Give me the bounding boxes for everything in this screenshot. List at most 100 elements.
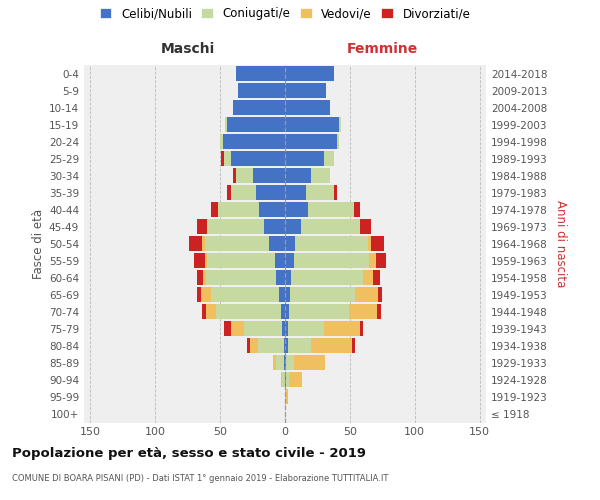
Bar (230, 185, 256, 200)
Text: Popolazione per età, sesso e stato civile - 2019: Popolazione per età, sesso e stato civil… (12, 448, 366, 460)
Bar (230, 151, 285, 166)
Bar (197, 288, 201, 302)
Bar (308, 202, 354, 217)
Bar (294, 254, 369, 268)
Bar (286, 372, 289, 388)
Bar (264, 219, 285, 234)
Bar (281, 372, 283, 388)
Bar (324, 322, 360, 336)
Bar (349, 304, 377, 320)
Bar (287, 338, 311, 353)
Bar (373, 270, 380, 285)
Bar (290, 288, 355, 302)
Bar (371, 236, 383, 251)
Bar (244, 322, 283, 336)
Bar (285, 151, 324, 166)
Bar (189, 236, 202, 251)
Text: Maschi: Maschi (161, 42, 215, 56)
Y-axis label: Anni di nascita: Anni di nascita (554, 200, 567, 288)
Bar (285, 168, 311, 183)
Bar (247, 338, 250, 353)
Bar (202, 236, 205, 251)
Bar (295, 236, 368, 251)
Bar (285, 117, 340, 132)
Y-axis label: Fasce di età: Fasce di età (32, 208, 45, 279)
Bar (377, 304, 381, 320)
Bar (207, 254, 275, 268)
Bar (286, 356, 294, 370)
Bar (284, 338, 285, 353)
Bar (202, 304, 206, 320)
Bar (276, 356, 284, 370)
Bar (283, 372, 285, 388)
Bar (206, 270, 276, 285)
Bar (376, 254, 386, 268)
Bar (285, 288, 290, 302)
Bar (283, 322, 285, 336)
Bar (369, 254, 376, 268)
Bar (285, 356, 286, 370)
Bar (207, 219, 264, 234)
Bar (285, 134, 337, 149)
Bar (301, 219, 360, 234)
Bar (278, 288, 285, 302)
Bar (227, 117, 285, 132)
Bar (236, 168, 253, 183)
Bar (294, 356, 325, 370)
Bar (292, 270, 363, 285)
Bar (354, 202, 360, 217)
Bar (355, 288, 379, 302)
Bar (221, 151, 224, 166)
Bar (218, 202, 259, 217)
Bar (205, 254, 207, 268)
Legend: Celibi/Nubili, Coniugati/e, Vedovi/e, Divorziati/e: Celibi/Nubili, Coniugati/e, Vedovi/e, Di… (97, 5, 473, 22)
Bar (274, 356, 276, 370)
Bar (285, 185, 306, 200)
Bar (203, 270, 206, 285)
Bar (205, 236, 269, 251)
Bar (253, 168, 285, 183)
Bar (287, 322, 324, 336)
Bar (285, 219, 301, 234)
Text: Femmine: Femmine (347, 42, 418, 56)
Bar (206, 304, 216, 320)
Bar (236, 66, 285, 81)
Bar (197, 270, 203, 285)
Bar (201, 288, 211, 302)
Bar (363, 270, 373, 285)
Bar (306, 185, 334, 200)
Bar (224, 151, 230, 166)
Bar (352, 338, 355, 353)
Bar (285, 372, 286, 388)
Bar (285, 100, 331, 115)
Bar (258, 338, 284, 353)
Bar (285, 304, 289, 320)
Bar (226, 117, 227, 132)
Bar (224, 322, 230, 336)
Bar (285, 390, 287, 404)
Bar (324, 151, 334, 166)
Bar (360, 322, 363, 336)
Bar (285, 270, 292, 285)
Bar (211, 202, 218, 217)
Bar (256, 185, 285, 200)
Bar (233, 168, 236, 183)
Bar (259, 202, 285, 217)
Bar (334, 185, 337, 200)
Bar (289, 304, 349, 320)
Bar (285, 254, 294, 268)
Bar (197, 219, 207, 234)
Bar (238, 83, 285, 98)
Bar (337, 134, 340, 149)
Text: COMUNE DI BOARA PISANI (PD) - Dati ISTAT 1° gennaio 2019 - Elaborazione TUTTITAL: COMUNE DI BOARA PISANI (PD) - Dati ISTAT… (12, 474, 388, 483)
Bar (211, 288, 278, 302)
Bar (379, 288, 382, 302)
Bar (269, 236, 285, 251)
Bar (194, 254, 205, 268)
Bar (285, 338, 287, 353)
Bar (216, 304, 281, 320)
Bar (284, 356, 285, 370)
Bar (360, 219, 371, 234)
Bar (368, 236, 371, 251)
Bar (340, 117, 341, 132)
